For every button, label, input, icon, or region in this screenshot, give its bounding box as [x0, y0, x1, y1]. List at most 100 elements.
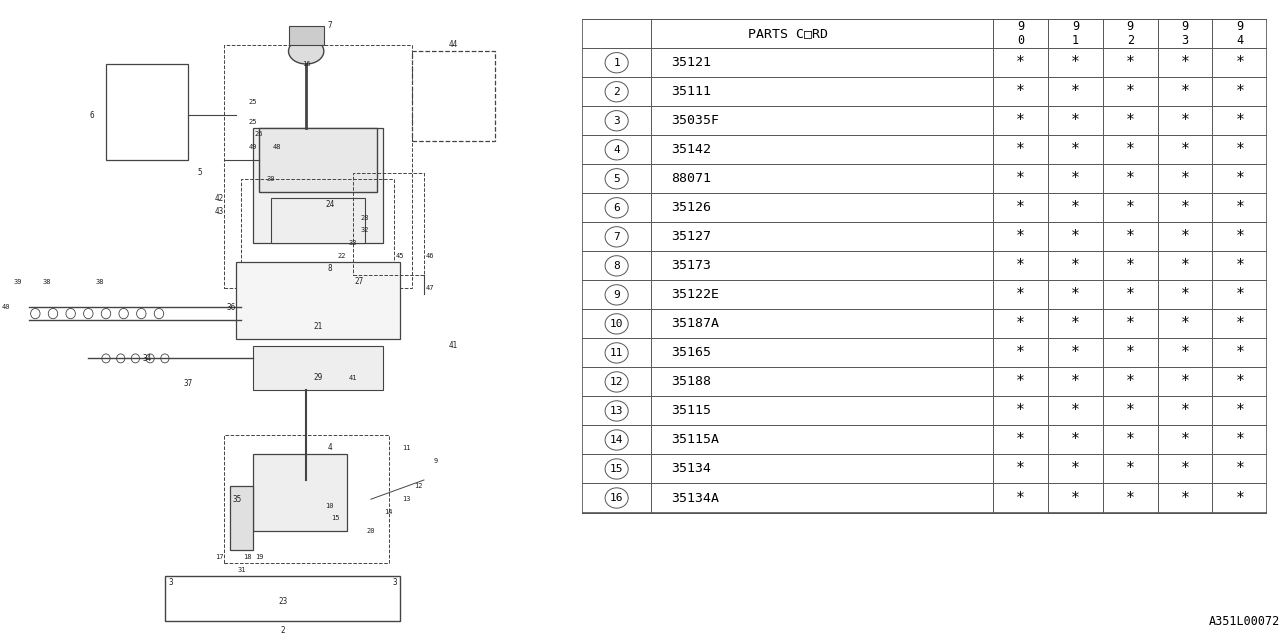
Text: 9
4: 9 4 — [1236, 20, 1243, 47]
Text: *: * — [1126, 346, 1134, 360]
Text: 9
3: 9 3 — [1181, 20, 1189, 47]
Bar — [253, 346, 383, 390]
Text: *: * — [1235, 229, 1244, 244]
Text: 5: 5 — [613, 174, 620, 184]
Text: 25: 25 — [248, 99, 257, 106]
Text: 35121: 35121 — [672, 56, 712, 69]
Text: *: * — [1235, 55, 1244, 70]
Bar — [165, 576, 401, 621]
Text: *: * — [1126, 84, 1134, 99]
Text: *: * — [1180, 229, 1189, 244]
Text: *: * — [1016, 113, 1025, 128]
Text: *: * — [1235, 287, 1244, 302]
Text: *: * — [1071, 84, 1080, 99]
Text: *: * — [1180, 433, 1189, 447]
Bar — [253, 454, 347, 531]
Text: 26: 26 — [255, 131, 264, 138]
Text: 3: 3 — [392, 578, 397, 587]
Text: *: * — [1126, 113, 1134, 128]
Bar — [106, 64, 188, 160]
Text: 2: 2 — [280, 626, 285, 635]
Text: 7: 7 — [613, 232, 620, 242]
Text: *: * — [1016, 259, 1025, 273]
Text: *: * — [1016, 403, 1025, 419]
Text: 43: 43 — [215, 207, 224, 216]
Text: 20: 20 — [366, 528, 375, 534]
Text: 45: 45 — [396, 253, 404, 259]
Bar — [259, 128, 376, 192]
Text: 12: 12 — [609, 377, 623, 387]
Text: 47: 47 — [425, 285, 434, 291]
Text: A351L00072: A351L00072 — [1208, 616, 1280, 628]
Text: *: * — [1016, 346, 1025, 360]
Text: 1: 1 — [613, 58, 620, 68]
Text: 23: 23 — [278, 597, 287, 606]
Bar — [224, 435, 389, 563]
Text: *: * — [1235, 403, 1244, 419]
Text: 3: 3 — [169, 578, 173, 587]
Text: *: * — [1126, 374, 1134, 389]
Text: PARTS C□RD: PARTS C□RD — [748, 28, 828, 40]
Text: *: * — [1180, 55, 1189, 70]
Text: *: * — [1180, 200, 1189, 215]
Text: 41: 41 — [449, 341, 458, 350]
Text: *: * — [1180, 490, 1189, 506]
Text: 35122E: 35122E — [672, 289, 719, 301]
Text: *: * — [1016, 316, 1025, 332]
Text: *: * — [1071, 142, 1080, 157]
Text: 41: 41 — [349, 374, 357, 381]
Text: 14: 14 — [384, 509, 393, 515]
Text: 35115: 35115 — [672, 404, 712, 417]
Text: *: * — [1071, 55, 1080, 70]
Text: *: * — [1235, 433, 1244, 447]
Text: 11: 11 — [402, 445, 411, 451]
Text: 2: 2 — [613, 87, 620, 97]
Text: *: * — [1016, 84, 1025, 99]
Text: *: * — [1126, 433, 1134, 447]
Text: *: * — [1235, 461, 1244, 477]
Text: *: * — [1016, 229, 1025, 244]
Bar — [224, 45, 412, 288]
Text: 17: 17 — [215, 554, 224, 560]
Text: *: * — [1180, 113, 1189, 128]
Text: *: * — [1071, 374, 1080, 389]
Text: 35134: 35134 — [672, 463, 712, 476]
Text: 13: 13 — [402, 496, 411, 502]
Text: 29: 29 — [314, 373, 323, 382]
Text: *: * — [1180, 259, 1189, 273]
Text: 15: 15 — [609, 464, 623, 474]
Text: 35134A: 35134A — [672, 492, 719, 504]
Text: 9
1: 9 1 — [1071, 20, 1079, 47]
Text: *: * — [1126, 229, 1134, 244]
Text: 35126: 35126 — [672, 202, 712, 214]
Text: *: * — [1016, 55, 1025, 70]
Text: *: * — [1126, 287, 1134, 302]
Text: 16: 16 — [609, 493, 623, 503]
Text: 9
2: 9 2 — [1126, 20, 1134, 47]
Text: 9: 9 — [434, 458, 438, 464]
Text: 30: 30 — [266, 176, 275, 182]
Text: *: * — [1180, 287, 1189, 302]
Text: 24: 24 — [325, 200, 334, 209]
Text: *: * — [1071, 403, 1080, 419]
Text: 18: 18 — [243, 554, 252, 560]
Text: 11: 11 — [609, 348, 623, 358]
Text: 10: 10 — [609, 319, 623, 329]
Text: 35142: 35142 — [672, 143, 712, 156]
Text: *: * — [1126, 490, 1134, 506]
Text: *: * — [1071, 287, 1080, 302]
Text: *: * — [1016, 433, 1025, 447]
Text: 7: 7 — [328, 21, 332, 30]
Bar — [271, 198, 365, 243]
Text: *: * — [1071, 259, 1080, 273]
Text: *: * — [1180, 403, 1189, 419]
Text: 37: 37 — [184, 380, 193, 388]
Text: 35115A: 35115A — [672, 433, 719, 447]
Bar — [242, 179, 394, 282]
Text: *: * — [1016, 490, 1025, 506]
Text: *: * — [1126, 200, 1134, 215]
Text: 42: 42 — [215, 194, 224, 203]
Text: 27: 27 — [355, 277, 364, 286]
Text: *: * — [1235, 172, 1244, 186]
Text: *: * — [1180, 346, 1189, 360]
